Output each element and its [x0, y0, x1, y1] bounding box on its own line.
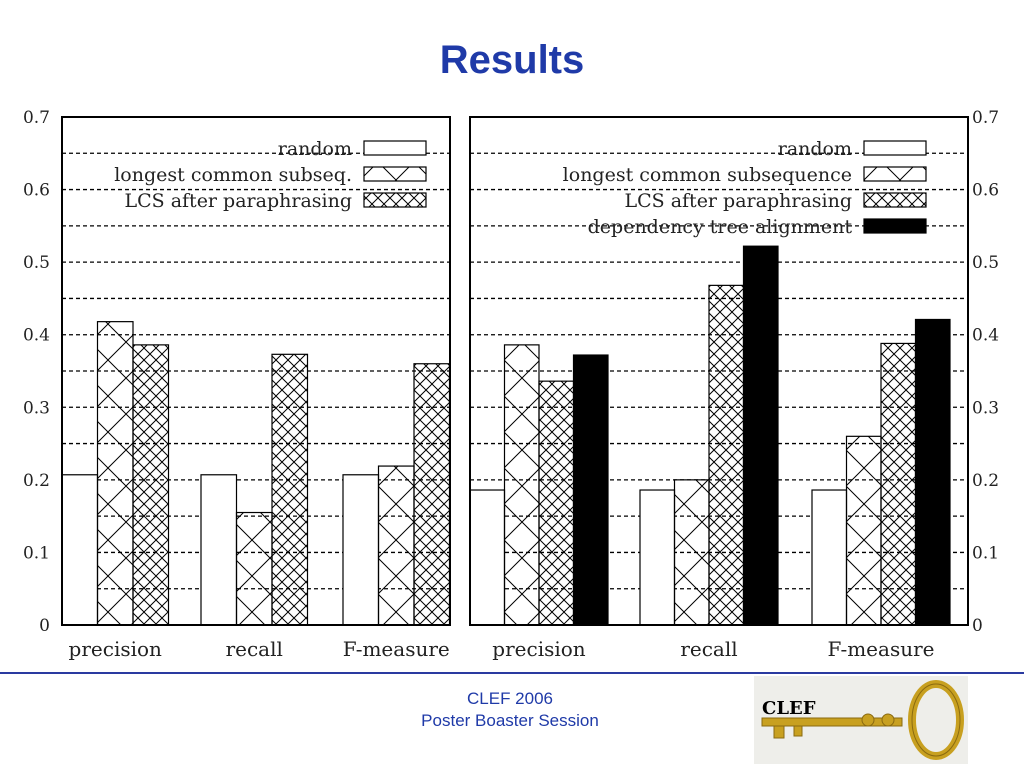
- footer-divider: [0, 672, 1024, 674]
- legend-swatch: [363, 166, 427, 182]
- legend-label: random: [278, 138, 352, 160]
- bar: [413, 363, 451, 626]
- legend-label: longest common subsequence: [563, 164, 852, 186]
- legend-label: dependency tree alignment: [588, 216, 853, 238]
- y-tick-label: 0.4: [23, 326, 50, 346]
- bar: [271, 353, 309, 626]
- bar: [200, 474, 238, 626]
- legend-swatch: [863, 140, 927, 156]
- y-tick-label: 0.6: [23, 181, 50, 201]
- bar: [845, 435, 882, 626]
- bar: [342, 474, 380, 626]
- legend-label: LCS after paraphrasing: [624, 190, 852, 212]
- y-tick-label: 0.4: [972, 326, 999, 346]
- legend-swatch: [863, 192, 927, 208]
- y-tick-label: 0.7: [972, 108, 999, 128]
- y-tick-label: 0.3: [972, 398, 999, 418]
- y-tick-label: 0.5: [972, 253, 999, 273]
- y-tick-label: 0.1: [972, 543, 999, 563]
- y-tick-label: 0.6: [972, 181, 999, 201]
- legend-swatch: [363, 140, 427, 156]
- category-label: precision: [492, 637, 585, 661]
- chart-left: 0 0.1 0.2 0.3 0.4 0.5 0.6 0.7 precision recall F-m…: [23, 108, 451, 661]
- legend-label: longest common subseq.: [114, 164, 352, 186]
- legend-swatch: [863, 166, 927, 182]
- bar: [132, 344, 170, 626]
- legend-label: random: [778, 138, 852, 160]
- bar: [538, 380, 575, 626]
- plot-frame: [61, 116, 451, 626]
- y-tick-label: 0.7: [23, 108, 50, 128]
- results-charts: 0 0.1 0.2 0.3 0.4 0.5 0.6 0.7 precision recall F-m…: [23, 108, 999, 661]
- category-label: recall: [680, 637, 737, 661]
- bar: [914, 318, 951, 626]
- y-tick-label: 0: [972, 616, 983, 636]
- bar: [811, 489, 848, 626]
- bar: [96, 321, 134, 626]
- bar: [469, 489, 506, 626]
- plot-frame: [469, 116, 969, 626]
- legend-swatch: [363, 192, 427, 208]
- bar: [673, 479, 710, 626]
- y-tick-label: 0: [39, 616, 50, 636]
- bar: [742, 245, 779, 626]
- legend-label: LCS after paraphrasing: [124, 190, 352, 212]
- legend-swatch: [863, 218, 927, 234]
- footer-line-2: Poster Boaster Session: [421, 711, 599, 730]
- bar: [639, 489, 676, 626]
- y-tick-label: 0.1: [23, 543, 50, 563]
- category-label: F-measure: [827, 637, 934, 661]
- chart-right: 0 0.1 0.2 0.3 0.4 0.5 0.6 0.7 precision recall F-m…: [469, 108, 999, 661]
- footer-caption: CLEF 2006 Poster Boaster Session: [360, 688, 660, 732]
- footer-line-1: CLEF 2006: [467, 689, 553, 708]
- bar: [880, 342, 917, 626]
- bar: [235, 511, 273, 626]
- logo-text: CLEF: [762, 698, 816, 719]
- bar: [377, 465, 415, 626]
- bar: [503, 344, 540, 626]
- y-tick-label: 0.2: [972, 471, 999, 491]
- y-tick-label: 0.3: [23, 398, 50, 418]
- slide-title: Results: [439, 38, 585, 82]
- bar: [708, 284, 745, 626]
- y-tick-label: 0.2: [23, 471, 50, 491]
- category-label: precision: [69, 637, 162, 661]
- category-label: recall: [226, 637, 283, 661]
- bar: [61, 474, 99, 626]
- y-tick-label: 0.5: [23, 253, 50, 273]
- bar: [572, 354, 609, 626]
- clef-logo: CLEF: [754, 676, 968, 764]
- category-label: F-measure: [343, 637, 450, 661]
